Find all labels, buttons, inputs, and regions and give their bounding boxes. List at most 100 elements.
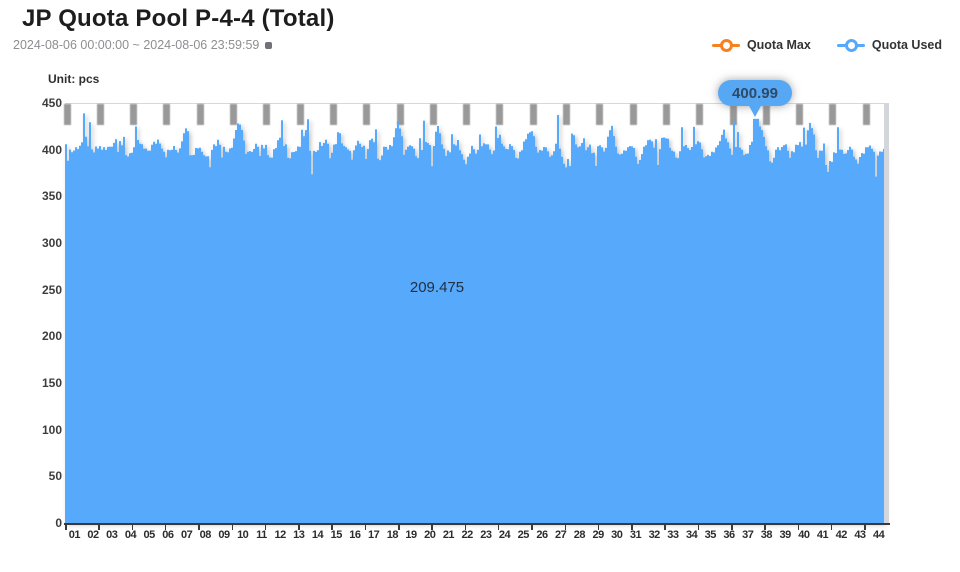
x-axis-tickmark [764, 525, 766, 530]
bar-gap-shade [429, 104, 437, 125]
x-axis-tick-label: 19 [405, 529, 417, 541]
orange-line-marker-icon [711, 38, 740, 52]
x-axis-tick-label: 27 [555, 529, 567, 541]
x-axis-tickmark [164, 525, 167, 530]
y-axis-tick-label: 300 [41, 236, 62, 250]
x-axis-tick-label: 33 [667, 529, 679, 541]
x-axis-tickmark [830, 525, 833, 530]
x-axis-tick-label: 30 [611, 529, 623, 541]
y-axis-unit-label: Unit: pcs [48, 72, 100, 86]
x-axis-tick-label: 16 [349, 529, 361, 541]
x-axis-tickmark [664, 525, 666, 530]
y-axis-tick-label: 200 [41, 329, 62, 344]
max-value-pin-label: 400.99 [732, 84, 778, 102]
x-axis-tick-label: 39 [779, 529, 792, 541]
plot-right-edge-strip [884, 103, 889, 523]
bar-gap-shade [862, 104, 870, 125]
x-axis-tick-label: 07 [180, 529, 193, 541]
x-axis-tickmark [464, 525, 467, 530]
x-axis-tick-label: 18 [386, 529, 399, 541]
x-axis-tick-label: 08 [199, 529, 212, 541]
y-axis-tick-label: 150 [41, 376, 62, 390]
x-axis-tickmark [231, 525, 233, 530]
x-axis-tick-label: 22 [461, 529, 474, 541]
bar-gap-shade [762, 104, 770, 125]
legend: Quota Max Quota Used [711, 38, 942, 52]
x-axis-tickmark [697, 525, 700, 530]
legend-label: Quota Max [746, 38, 811, 52]
bar-gap-shade [729, 104, 737, 125]
bar-gap-shade [696, 104, 704, 125]
x-axis-tick-label: 37 [742, 529, 754, 541]
x-axis-tickmark [398, 525, 400, 530]
bar-gap-shade [596, 104, 604, 125]
x-axis-tick-label: 13 [293, 529, 305, 541]
legend-label: Quota Used [871, 38, 942, 52]
x-axis-tick-label: 05 [143, 529, 156, 541]
legend-item-quota-used[interactable]: Quota Used [836, 38, 942, 52]
x-axis-tick-label: 04 [124, 529, 137, 541]
bar-gap-shade [496, 104, 504, 125]
plot-top-border [65, 103, 889, 104]
x-axis-tickmark [65, 525, 67, 530]
bar-gap-shade [363, 104, 371, 125]
x-axis-tickmark [497, 525, 500, 530]
bar-gap-shade [263, 104, 271, 125]
x-axis-tickmark [597, 525, 600, 530]
x-axis-tick-label: 34 [685, 529, 698, 541]
blue-line-marker-icon [836, 38, 865, 52]
y-axis-tick-label: 250 [41, 282, 62, 297]
x-axis-tick-label: 12 [274, 529, 286, 541]
x-axis-tickmark [364, 525, 367, 530]
x-axis-tickmark [797, 525, 800, 530]
max-value-pin[interactable]: 400.99 [718, 80, 792, 106]
x-axis-tick-label: 01 [68, 529, 81, 541]
x-axis-tick-label: 10 [237, 529, 249, 541]
bar-gap-shade [230, 104, 237, 125]
legend-item-quota-max[interactable]: Quota Max [711, 38, 811, 52]
y-axis-tick-label: 450 [41, 96, 62, 110]
x-axis-tickmark [564, 525, 566, 530]
x-axis-tick-label: 21 [442, 529, 455, 541]
bar-gap-shade [396, 104, 404, 125]
bar-gap-shade [163, 104, 171, 125]
x-axis-tick-label: 25 [517, 529, 530, 541]
x-axis-tick-label: 41 [816, 529, 829, 541]
x-axis-tick-label: 14 [311, 529, 324, 541]
x-axis-tick-label: 24 [498, 529, 511, 541]
usage-area-series[interactable] [65, 100, 889, 526]
y-axis-tick-label: 50 [48, 469, 62, 484]
bar-gap-shade [96, 104, 104, 125]
bar-gap-shade [329, 104, 337, 125]
x-axis-tick-label: 17 [368, 529, 380, 541]
bar-gap-shade [629, 104, 637, 125]
x-axis-tick-label: 11 [256, 529, 267, 541]
x-axis-tick-label: 42 [835, 529, 848, 541]
x-axis-tick-label: 31 [629, 529, 642, 541]
chart-subtitle-text: 2024-08-06 00:00:00 ~ 2024-08-06 23:59:5… [13, 38, 260, 52]
y-axis-tick-label: 350 [41, 189, 62, 204]
x-axis-tickmark [864, 525, 866, 530]
bar-gap-shade [563, 104, 570, 125]
bar-gap-shade [463, 104, 471, 125]
x-axis-tick-label: 32 [648, 529, 661, 541]
x-axis-tickmark [98, 525, 100, 530]
x-axis-tick-label: 06 [162, 529, 174, 541]
x-axis-tick-label: 28 [573, 529, 586, 541]
bar-gap-shade [796, 104, 804, 125]
x-axis-tick-label: 35 [704, 529, 717, 541]
bar-gap-shade [296, 104, 304, 125]
x-axis-tick-label: 40 [798, 529, 810, 541]
bar-gap-shade [662, 104, 670, 125]
x-axis-tick-label: 09 [218, 529, 230, 541]
chart-title: JP Quota Pool P-4-4 (Total) [22, 5, 335, 32]
x-axis-tick-label: 15 [330, 529, 343, 541]
x-axis-tick-label: 29 [592, 529, 604, 541]
x-axis-tick-label: 38 [760, 529, 773, 541]
subtitle-dot-icon [265, 42, 273, 49]
x-axis-tickmark [531, 525, 533, 530]
bar-gap-shade [63, 104, 71, 125]
bar-gap-shade [196, 104, 204, 125]
y-axis-tick-label: 400 [41, 142, 62, 157]
